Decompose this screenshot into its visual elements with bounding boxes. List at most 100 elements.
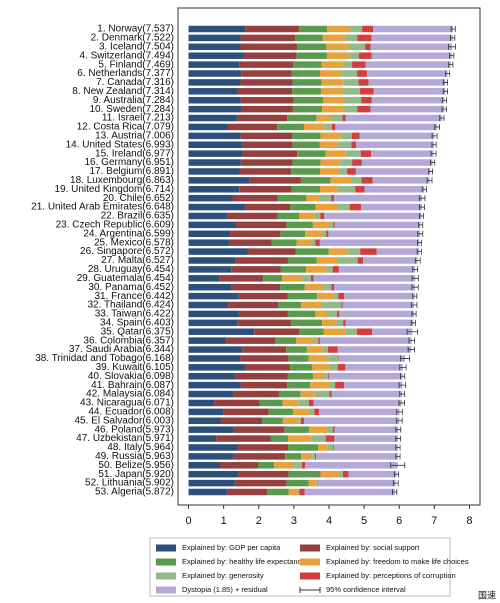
bar-segment (233, 390, 279, 398)
bar-segment (340, 132, 352, 140)
y-tick-label: 46. Poland(5.973) (94, 424, 174, 435)
bar-segment (188, 470, 239, 478)
bar-segment (296, 337, 314, 344)
bar-segment (261, 417, 283, 425)
bar-segment (361, 203, 422, 211)
bar-segment (329, 364, 338, 371)
bar-segment (326, 266, 333, 273)
bar-segment (188, 88, 238, 95)
legend-swatch (300, 558, 320, 566)
bar-segment (297, 488, 300, 496)
bar-segment (349, 203, 362, 211)
bar-segment (188, 373, 236, 380)
legend-label: Explained by: GDP per capita (182, 543, 281, 552)
error-bar (411, 284, 419, 291)
x-tick-label: 3 (291, 515, 297, 527)
bar-segment (362, 25, 374, 33)
bar-segment (247, 248, 296, 255)
y-tick-label: 48. Italy(5.964) (107, 442, 174, 453)
y-tick-label: 42. Malaysia(6.084) (86, 389, 174, 400)
bar-segment (238, 310, 288, 318)
bar-segment (334, 221, 421, 229)
bar-segment (324, 123, 332, 131)
bar-segment (352, 61, 366, 68)
bar-segment (226, 488, 268, 496)
bar-segment (327, 346, 338, 353)
error-bar (417, 230, 424, 237)
y-tick-label: 52. Lithuania(5.902) (85, 478, 174, 489)
bar-segment (308, 408, 315, 416)
y-tick-label: 43. Nicaragua(6.071) (80, 398, 174, 409)
y-tick-label: 23. Czech Republic(6.609) (56, 220, 174, 231)
bar-segment (188, 79, 241, 86)
bar-segment (287, 257, 317, 264)
bar-segment (278, 301, 301, 309)
error-bar (392, 489, 398, 495)
bar-segment (288, 488, 298, 496)
bar-segment (188, 132, 241, 140)
bar-segment (329, 381, 336, 389)
bar-segment (236, 114, 288, 122)
bar-segment (188, 168, 240, 175)
bar-segment (371, 52, 452, 59)
bar-segment (282, 275, 301, 282)
y-tick-label: 40. Slovakia(6.098) (88, 371, 174, 382)
bar-segment (242, 141, 293, 148)
bar-segment (300, 301, 322, 309)
bar-segment (291, 186, 321, 193)
bar-segment (188, 34, 241, 42)
bar-segment (295, 248, 329, 255)
bar-segment (337, 346, 412, 353)
y-tick-label: 16. Germany(6.951) (85, 157, 175, 168)
bar-segment (236, 221, 287, 229)
bar-segment (361, 177, 373, 184)
bar-segment (373, 25, 454, 33)
y-tick-label: 35. Qatar(6.375) (101, 326, 174, 337)
error-bar (430, 150, 437, 157)
bar-segment (334, 283, 416, 291)
y-tick-label: 21. United Arab Emirates(6.648) (31, 202, 174, 213)
error-bar (392, 480, 399, 487)
bar-segment (334, 444, 398, 451)
bar-segment (313, 275, 416, 282)
error-bar (395, 444, 401, 451)
error-bar (406, 328, 419, 335)
bar-segment (226, 337, 276, 344)
bar-segment (240, 34, 296, 42)
bar-segment (321, 79, 344, 86)
bar-segment (343, 319, 346, 327)
bar-segment (311, 435, 326, 442)
bar-segment (314, 390, 330, 398)
error-bar (428, 168, 434, 175)
error-bar (412, 266, 419, 273)
bar-segment (188, 417, 221, 425)
bar-segment (320, 70, 341, 77)
bar-segment (337, 257, 358, 264)
bar-segment (258, 462, 275, 469)
bar-segment (372, 328, 413, 335)
bar-segment (249, 177, 301, 184)
bar-segment (188, 444, 238, 451)
bar-segment (188, 346, 243, 353)
error-bar (418, 221, 424, 228)
y-tick-label: 26. Singapore(6.572) (80, 246, 174, 257)
legend-label: 95% confidence interval (326, 585, 406, 594)
bar-segment (188, 194, 233, 202)
bar-segment (254, 328, 299, 335)
bar-segment (330, 221, 334, 229)
bar-segment (245, 364, 291, 371)
y-tick-label: 1. Norway(7.537) (97, 24, 174, 35)
bar-segment (320, 159, 341, 166)
bar-segment (188, 435, 217, 442)
bar-segment (321, 301, 342, 309)
bar-segment (316, 453, 398, 460)
bar-segment (188, 399, 215, 407)
bar-segment (280, 283, 305, 291)
bar-segment (188, 257, 236, 264)
bar-segment (355, 186, 365, 193)
bar-segment (331, 283, 335, 291)
bar-segment (240, 381, 288, 389)
error-bar (416, 239, 423, 246)
y-tick-label: 13. Austria(7.006) (95, 130, 174, 141)
y-tick-label: 27. Malta(6.527) (101, 255, 174, 266)
